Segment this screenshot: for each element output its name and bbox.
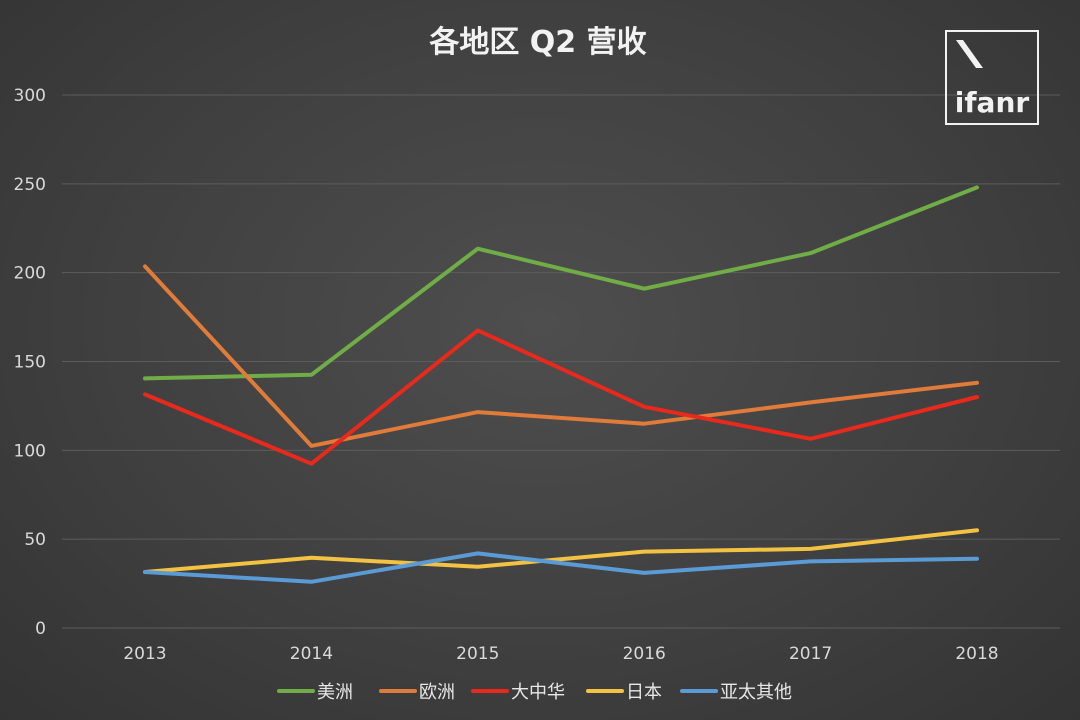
legend-item: 大中华 [471, 682, 565, 703]
y-tick-label: 0 [35, 619, 46, 639]
ifanr-logo: ifanr [945, 30, 1039, 125]
legend-label: 亚太其他 [720, 682, 792, 703]
series-line-2 [143, 264, 979, 448]
legend-item: 日本 [586, 682, 662, 703]
x-tick-label: 2016 [623, 644, 666, 664]
legend-item: 美洲 [277, 682, 353, 703]
legend: 美洲 欧洲 大中华 日本 亚太其他 [277, 682, 792, 703]
legend-label: 大中华 [511, 682, 565, 703]
y-axis-tick-labels: 0 50 100 150 200 250 300 [14, 86, 46, 639]
series-line-4 [143, 528, 979, 574]
series-line-3 [143, 328, 979, 466]
gridlines [62, 94, 1060, 629]
series-line-1 [143, 185, 979, 381]
x-tick-label: 2018 [955, 644, 998, 664]
chart-title: 各地区 Q2 营收 [428, 25, 646, 60]
y-tick-label: 100 [14, 441, 46, 461]
logo-text: ifanr [955, 86, 1030, 119]
legend-item: 欧洲 [379, 682, 455, 703]
y-tick-label: 200 [14, 264, 46, 284]
legend-item: 亚太其他 [680, 682, 792, 703]
x-tick-label: 2013 [123, 644, 166, 664]
y-tick-label: 150 [14, 353, 46, 373]
x-tick-label: 2017 [789, 644, 832, 664]
legend-label: 欧洲 [419, 682, 455, 703]
logo-frame [945, 30, 1039, 125]
y-tick-label: 50 [24, 530, 46, 550]
x-tick-label: 2015 [456, 644, 499, 664]
series-lines [143, 185, 979, 584]
x-axis-tick-labels: 2013 2014 2015 2016 2017 2018 [123, 644, 998, 664]
legend-label: 日本 [626, 682, 662, 703]
y-tick-label: 300 [14, 86, 46, 106]
legend-label: 美洲 [317, 682, 353, 703]
series-line-5 [143, 551, 979, 584]
y-tick-label: 250 [14, 175, 46, 195]
slash-mark-icon [956, 40, 983, 68]
x-tick-label: 2014 [290, 644, 333, 664]
